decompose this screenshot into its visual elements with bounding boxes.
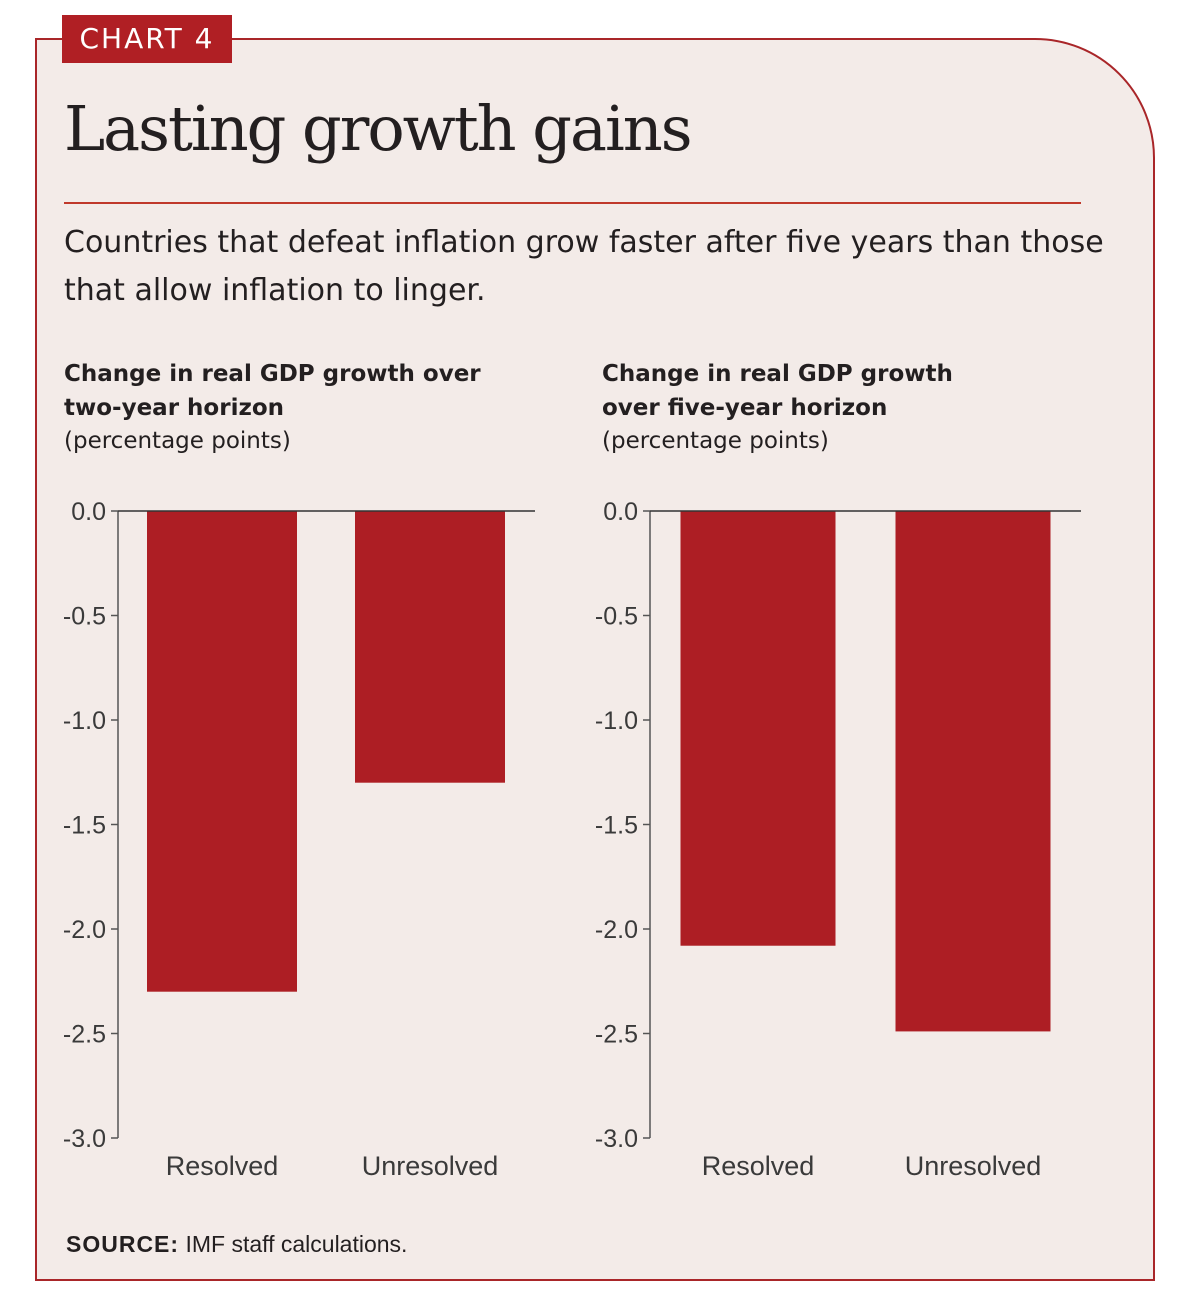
bar-unresolved — [355, 511, 505, 783]
y-tick-label: -0.5 — [63, 603, 106, 631]
y-tick-label: -3.0 — [63, 1125, 106, 1153]
bar-unresolved — [895, 511, 1051, 1032]
chart-badge: CHART 4 — [62, 15, 232, 63]
title-rule — [64, 202, 1081, 204]
chart-1-header: Change in real GDP growth over two-year … — [64, 357, 494, 457]
y-tick-label: -1.5 — [63, 812, 106, 840]
y-tick-label: -0.5 — [595, 603, 638, 631]
page-title: Lasting growth gains — [64, 92, 693, 165]
source-label: SOURCE: — [66, 1231, 180, 1257]
y-tick-label: -1.0 — [595, 707, 638, 735]
category-label: Resolved — [166, 1151, 279, 1181]
source-text: IMF staff calculations. — [185, 1231, 408, 1257]
chart-1-unit: (percentage points) — [64, 428, 291, 454]
y-tick-label: -2.5 — [63, 1021, 106, 1049]
y-tick-label: -1.5 — [595, 812, 638, 840]
subtitle: Countries that defeat inflation grow fas… — [64, 225, 1104, 308]
category-label: Unresolved — [905, 1151, 1042, 1181]
y-tick-label: -2.0 — [595, 916, 638, 944]
y-tick-label: 0.0 — [71, 498, 106, 526]
chart-1-title: Change in real GDP growth over two-year … — [64, 361, 481, 421]
source-note: SOURCE: IMF staff calculations. — [66, 1231, 407, 1258]
bar-resolved — [680, 511, 836, 946]
y-tick-label: -1.0 — [63, 707, 106, 735]
chart-2-unit: (percentage points) — [602, 428, 829, 454]
chart-2-header: Change in real GDP growth over five-year… — [602, 357, 1002, 457]
y-tick-label: -2.0 — [63, 916, 106, 944]
category-label: Unresolved — [362, 1151, 499, 1181]
y-tick-label: 0.0 — [603, 498, 638, 526]
y-tick-label: -2.5 — [595, 1021, 638, 1049]
chart-2-title: Change in real GDP growth over five-year… — [602, 361, 953, 421]
category-label: Resolved — [702, 1151, 815, 1181]
bar-resolved — [147, 511, 297, 992]
y-tick-label: -3.0 — [595, 1125, 638, 1153]
